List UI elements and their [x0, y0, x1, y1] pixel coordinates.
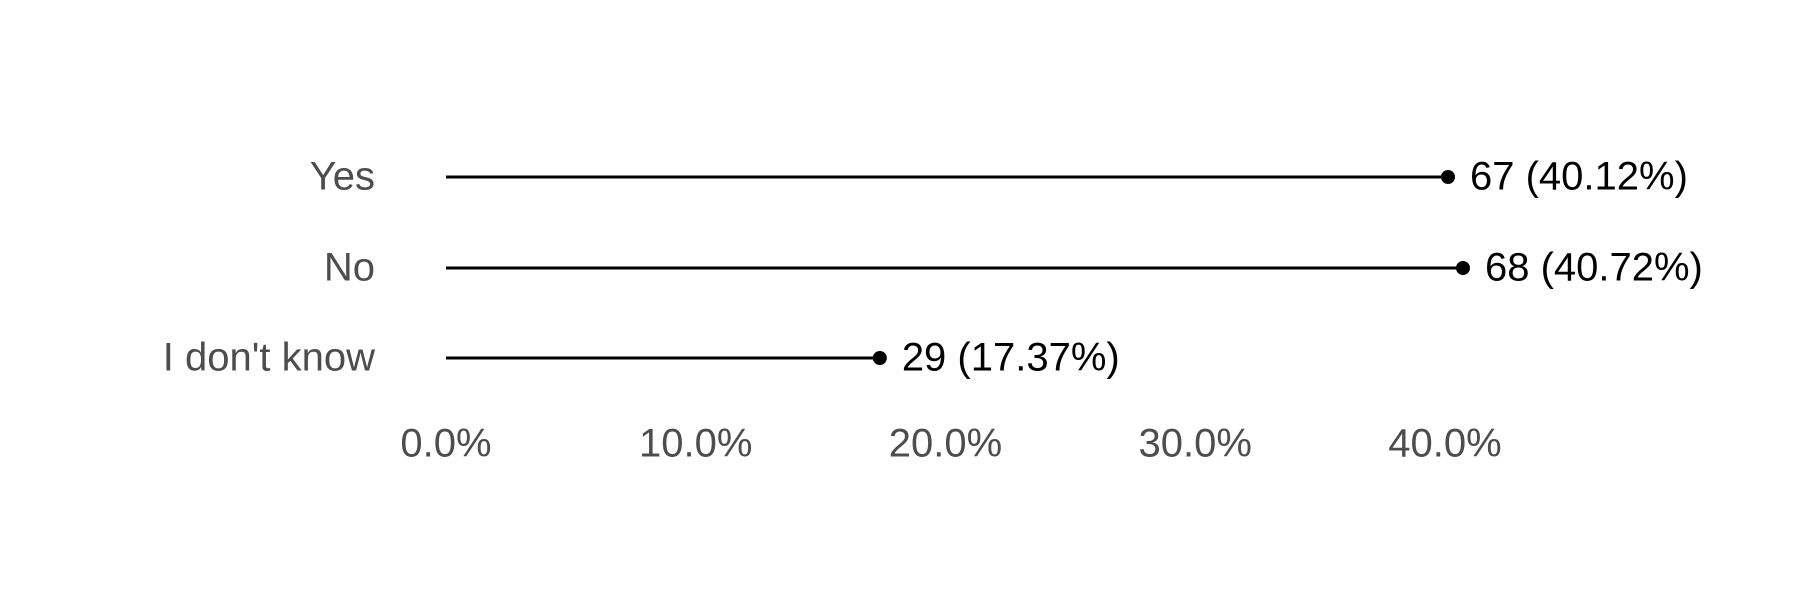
- value-label: 29 (17.37%): [902, 336, 1120, 380]
- lollipop-dot: [1455, 261, 1470, 275]
- lollipop-dot: [1440, 170, 1455, 184]
- category-label: I don't know: [163, 336, 375, 380]
- x-tick-label: 0.0%: [400, 422, 491, 466]
- x-tick-label: 20.0%: [889, 422, 1002, 466]
- category-label: No: [324, 246, 375, 290]
- x-tick-label: 40.0%: [1388, 422, 1501, 466]
- x-tick-label: 10.0%: [639, 422, 752, 466]
- value-label: 67 (40.12%): [1470, 155, 1688, 199]
- x-tick-label: 30.0%: [1139, 422, 1252, 466]
- value-label: 68 (40.72%): [1485, 246, 1703, 290]
- lollipop-dot: [872, 351, 887, 365]
- category-label: Yes: [310, 155, 375, 199]
